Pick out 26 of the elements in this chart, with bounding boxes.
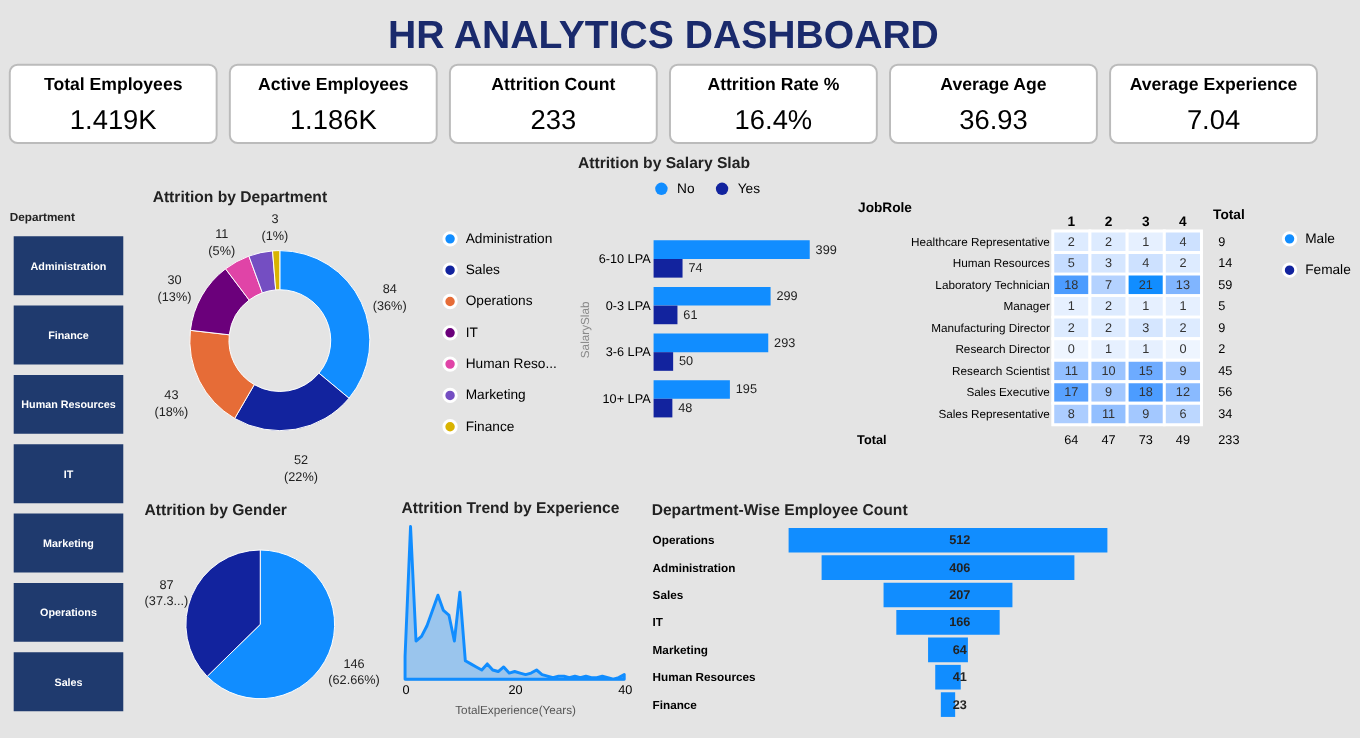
text: Attrition Rate % bbox=[707, 74, 840, 95]
text: 1.419K bbox=[69, 105, 157, 136]
text: Active Employees bbox=[257, 74, 409, 95]
text: 16.4% bbox=[734, 105, 813, 136]
chart-title: Attrition by Department bbox=[152, 187, 328, 206]
text: Department-Wise Employee Count bbox=[651, 500, 909, 519]
chart-title: Attrition by Salary Slab bbox=[578, 154, 751, 173]
text: Attrition by Gender bbox=[144, 500, 287, 519]
text: Average Experience bbox=[1129, 74, 1298, 95]
text: 36.93 bbox=[959, 105, 1029, 136]
bar bbox=[653, 398, 673, 418]
text: 233 bbox=[530, 105, 577, 136]
text: Average Age bbox=[940, 74, 1047, 95]
bar bbox=[653, 286, 771, 306]
text: 7.04 bbox=[1186, 105, 1241, 136]
bar bbox=[653, 305, 678, 325]
bar bbox=[653, 240, 810, 259]
bar bbox=[653, 352, 674, 371]
text: Total Employees bbox=[43, 74, 183, 95]
text: 1.186K bbox=[289, 105, 377, 136]
text: Attrition Count bbox=[491, 74, 616, 95]
chart-title: Attrition Trend by Experience bbox=[401, 499, 621, 518]
bar bbox=[653, 380, 730, 399]
bar bbox=[653, 259, 683, 278]
bar bbox=[653, 333, 769, 353]
text: HR ANALYTICS DASHBOARD bbox=[387, 14, 939, 59]
